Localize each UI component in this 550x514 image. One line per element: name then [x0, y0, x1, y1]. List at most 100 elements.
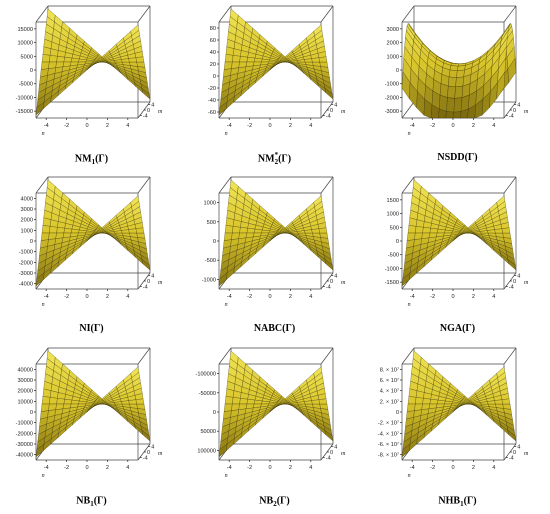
x-tick-label: 4	[492, 294, 495, 300]
z-tick-label: -10000	[16, 95, 33, 101]
z-tick-label: -100000	[195, 372, 216, 378]
caption-base: NM	[74, 153, 92, 165]
x-axis: -4 -2 0 2 4 n	[225, 289, 312, 308]
x-tick-label: 2	[472, 123, 475, 129]
caption-tail: (Γ)	[462, 323, 476, 334]
caption-subscript: 2	[273, 500, 277, 508]
x-tick-label: -4	[227, 465, 232, 471]
x-tick-label: -2	[64, 465, 69, 471]
x-tick-label: -2	[247, 465, 252, 471]
x-tick-label: 4	[309, 123, 312, 129]
z-tick-label: 20	[210, 62, 216, 68]
x-tick-label: 0	[85, 294, 88, 300]
z-tick-label: -15000	[16, 109, 33, 115]
z-tick-label: 0	[30, 68, 33, 74]
plot-caption: NI(Γ)	[0, 323, 183, 334]
x-axis: -4 -2 0 2 4 n	[408, 460, 495, 479]
y-axis-label: m	[524, 451, 529, 457]
y-tick-label: -4	[326, 285, 331, 291]
surface-mesh	[35, 350, 151, 458]
z-axis: 3000 2000 1000 0 -1000 -2000 -3000	[385, 27, 402, 115]
z-tick-label: 1500	[387, 198, 399, 204]
x-tick-label: 4	[126, 123, 129, 129]
x-axis-label: n	[408, 131, 411, 137]
z-tick-label: -3000	[385, 109, 399, 115]
z-tick-label: -1000	[19, 250, 33, 256]
z-tick-label: 5000	[21, 54, 33, 60]
y-axis-label: m	[158, 280, 163, 286]
x-tick-label: 0	[85, 465, 88, 471]
z-tick-label: 0	[396, 410, 399, 416]
z-tick-label: -500	[388, 253, 399, 259]
x-tick-label: 2	[106, 465, 109, 471]
x-axis-label: n	[225, 302, 228, 308]
z-axis: 40000 30000 20000 10000 0 -10000 -20000 -30000 -…	[16, 367, 36, 459]
caption-superscript: *	[274, 151, 279, 159]
z-tick-label: 500	[207, 220, 216, 226]
x-axis-label: n	[225, 473, 228, 479]
x-axis: -4 -2 0 2 4 n	[42, 118, 129, 137]
y-tick-label: -4	[143, 456, 148, 462]
z-tick-label: -8. × 10⁷	[378, 452, 399, 459]
x-tick-label: 2	[106, 123, 109, 129]
y-tick-label: 4	[517, 102, 520, 108]
x-tick-label: -2	[430, 294, 435, 300]
caption-base: NGA	[439, 323, 463, 334]
surface-plot-4: 40003000200010000-1000-2000-3000-4000-4-…	[19, 176, 163, 308]
z-tick-label: -1000	[202, 277, 216, 283]
z-tick-label: 3000	[387, 27, 399, 33]
z-tick-label: 4000	[21, 196, 33, 202]
y-axis-label: m	[341, 280, 346, 286]
y-tick-label: -4	[326, 114, 331, 120]
y-axis-label: m	[524, 280, 529, 286]
z-tick-label: 100000	[197, 448, 216, 454]
x-tick-label: 0	[85, 123, 88, 129]
x-axis: -4 -2 0 2 4 n	[42, 289, 129, 308]
plot-caption: NHB 1 (Γ)	[366, 494, 549, 508]
caption-base: NSDD	[437, 152, 465, 163]
caption-tail: (Γ)	[90, 323, 104, 334]
x-tick-label: 2	[289, 465, 292, 471]
x-axis-label: n	[408, 473, 411, 479]
caption-base: NHB	[438, 495, 461, 507]
z-tick-label: 2000	[387, 41, 399, 47]
surface-mesh	[401, 23, 517, 119]
z-tick-label: 6. × 10⁷	[380, 377, 399, 384]
x-tick-label: -2	[430, 465, 435, 471]
surface-plot-9: 8. × 10⁷ 6. × 10⁷ 4. × 10⁷ 2. × 10⁷ 0 -2. × 1…	[378, 347, 529, 479]
z-tick-label: -1500	[385, 280, 399, 286]
y-tick-label: 4	[151, 102, 154, 108]
y-tick-label: -4	[509, 114, 514, 120]
y-tick-label: 4	[334, 444, 337, 450]
caption-tail: (Γ)	[276, 495, 290, 507]
caption-tail: (Γ)	[282, 323, 296, 334]
z-tick-label: 30000	[17, 378, 33, 384]
x-axis-label: n	[42, 302, 45, 308]
caption-base: NI	[79, 323, 91, 334]
x-tick-label: 2	[472, 465, 475, 471]
x-tick-label: -4	[410, 465, 415, 471]
x-tick-label: 2	[289, 123, 292, 129]
x-tick-label: -4	[227, 123, 232, 129]
y-tick-label: -4	[143, 285, 148, 291]
z-tick-label: -20000	[16, 431, 33, 437]
y-tick-label: 4	[151, 273, 154, 279]
x-axis: -4 -2 0 2 4 n	[42, 460, 129, 479]
z-tick-label: 0	[213, 239, 216, 245]
z-tick-label: -40000	[16, 453, 33, 459]
z-axis: 1000 500 0 -500 -1000	[202, 201, 219, 283]
y-tick-label: -4	[326, 456, 331, 462]
z-axis: -100000 -50000 0 50000 100000	[195, 372, 219, 454]
z-axis: 15000 10000 5000 0 -5000 -10000 -15000	[16, 27, 36, 115]
y-tick-label: -4	[143, 114, 148, 120]
x-tick-label: 4	[126, 294, 129, 300]
x-tick-label: 2	[289, 294, 292, 300]
z-tick-label: -4000	[19, 282, 33, 288]
